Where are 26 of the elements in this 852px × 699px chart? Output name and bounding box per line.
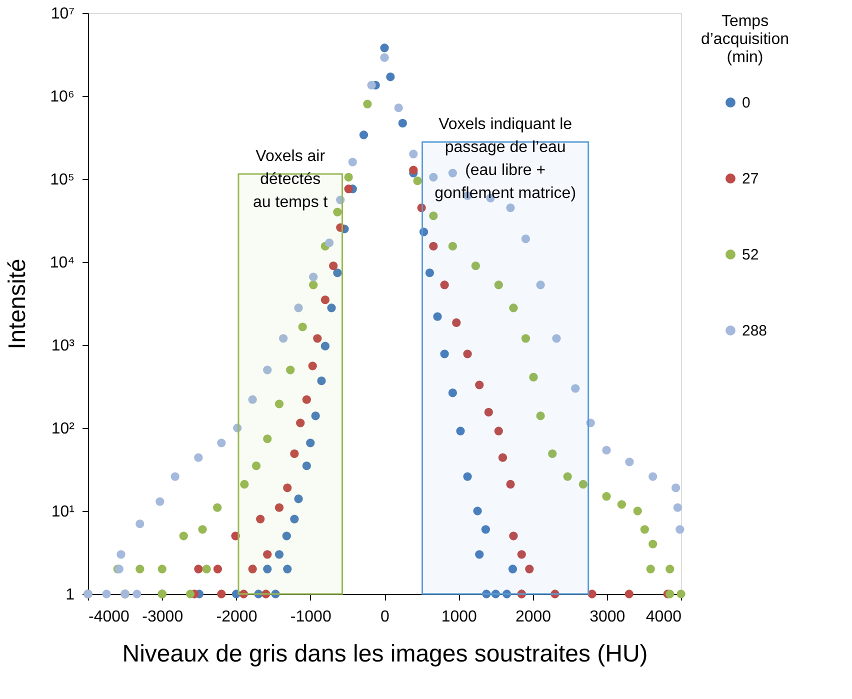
legend-title: Temps d’acquisition (min) <box>700 13 790 66</box>
y-tick-label: 1 <box>66 586 75 604</box>
x-tick-label: 0 <box>380 608 390 626</box>
x-tick-label: 3000 <box>590 608 626 626</box>
x-tick-label: -4000 <box>88 608 130 626</box>
y-tick-label: 10⁶ <box>50 88 74 106</box>
x-tick-label: 1000 <box>441 608 478 626</box>
y-tick-label: 10⁷ <box>50 6 75 22</box>
legend-label: 52 <box>742 246 759 264</box>
y-tick-label: 10⁵ <box>50 172 74 188</box>
legend-label: 0 <box>742 94 750 112</box>
x-tick-label: 2000 <box>515 608 552 626</box>
band-label: Voxels air détectés au temps t <box>253 148 328 211</box>
y-tick-label: 10¹ <box>51 504 74 520</box>
legend-label: 288 <box>742 322 768 340</box>
x-tick-label: -3000 <box>142 608 184 626</box>
y-tick-label: 10⁴ <box>50 254 75 272</box>
x-tick-label: 4000 <box>646 608 682 626</box>
y-axis-title: Intensité <box>4 258 31 350</box>
band-label: Voxels indiquant le passage de l’eau (eau libre + gonflement matrice) <box>434 116 576 202</box>
y-tick-label: 10³ <box>51 338 76 354</box>
x-tick-label: -1000 <box>290 608 332 626</box>
legend-label: 27 <box>742 170 759 188</box>
y-tick-label: 10² <box>51 420 76 438</box>
x-axis-title: Niveaux de gris dans les images soustraites (HU) <box>122 640 648 668</box>
x-tick-label: -2000 <box>216 608 258 626</box>
